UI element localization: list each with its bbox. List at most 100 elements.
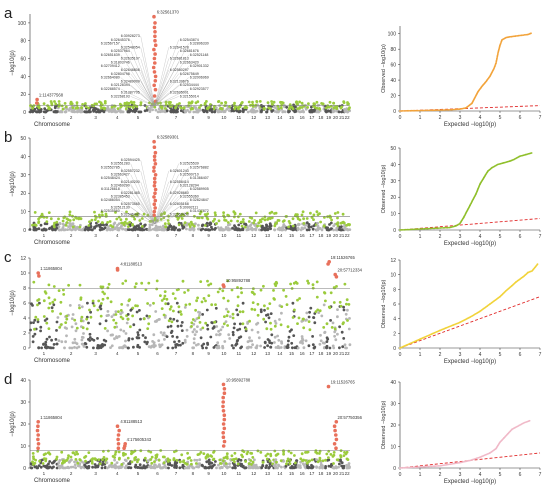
qq-y-tick-label: 30: [390, 402, 396, 408]
snp-point-suggestive: [202, 452, 206, 455]
snp-point-suggestive: [332, 451, 336, 454]
snp-point-suggestive: [247, 100, 251, 104]
snp-point: [346, 228, 350, 232]
snp-point: [263, 308, 266, 312]
snp-point: [101, 343, 104, 346]
snp-point-suggestive: [132, 101, 136, 104]
snp-point: [348, 317, 351, 320]
snp-point-suggestive: [147, 449, 151, 453]
chromosome-points: [199, 100, 218, 114]
snp-point-suggestive: [341, 322, 345, 326]
snp-point-suggestive: [306, 450, 310, 454]
snp-point: [59, 110, 62, 114]
snp-point: [57, 466, 61, 470]
annotation-leader: [154, 92, 169, 107]
x-tick-label: 20: [333, 233, 339, 238]
qq-x-tick-label: 5: [499, 472, 502, 478]
snp-point: [91, 465, 94, 469]
snp-point-suggestive: [288, 462, 292, 465]
qq-point: [400, 467, 403, 469]
chromosome-points: [315, 100, 327, 114]
x-tick-label: 2: [70, 233, 73, 238]
snp-point: [246, 110, 250, 114]
snp-point-suggestive: [67, 283, 70, 287]
snp-point-suggestive: [266, 307, 270, 310]
snp-point: [238, 327, 242, 331]
y-tick-label: 60: [20, 57, 26, 63]
snp-point-suggestive: [63, 215, 67, 219]
snp-point-suggestive: [247, 220, 251, 223]
snp-point: [192, 337, 196, 341]
snp-point-suggestive: [109, 224, 113, 227]
qq-x-tick-label: 6: [519, 234, 522, 240]
snp-point: [98, 228, 102, 232]
qq-x-tick-label: 7: [539, 234, 542, 240]
panel-label: b: [4, 129, 12, 146]
snp-point: [60, 340, 64, 344]
snp-point: [124, 339, 127, 343]
snp-point: [298, 341, 302, 344]
snp-point-suggestive: [249, 459, 253, 462]
snp-point-suggestive: [200, 300, 204, 304]
snp-point: [205, 109, 209, 113]
snp-point: [52, 303, 56, 307]
snp-point-suggestive: [294, 461, 297, 465]
annotation-label: 6:32558414: [170, 180, 189, 184]
snp-point: [172, 110, 175, 114]
snp-point-suggestive: [251, 460, 255, 464]
snp-point-suggestive: [120, 463, 124, 466]
peak-point: [117, 428, 121, 433]
snp-point-suggestive: [59, 312, 62, 316]
x-tick-label: 21: [339, 471, 345, 476]
snp-point-suggestive: [54, 102, 58, 106]
y-axis-label: −log10(p): [10, 50, 16, 76]
y-tick-label: 20: [20, 422, 26, 428]
snp-point: [266, 313, 270, 316]
snp-point: [233, 463, 236, 467]
snp-point: [234, 226, 238, 229]
snp-point: [251, 228, 254, 232]
snp-point-suggestive: [199, 280, 203, 283]
snp-point-suggestive: [310, 458, 314, 462]
qq-x-tick-label: 5: [499, 115, 502, 121]
snp-point-suggestive: [339, 304, 343, 308]
snp-point: [129, 308, 133, 312]
annotation-leader: [154, 88, 189, 107]
snp-point-suggestive: [312, 104, 315, 108]
snp-point-suggestive: [190, 100, 194, 104]
chromosome-points: [324, 449, 334, 470]
peak-point: [221, 431, 225, 435]
annotation-leader: [120, 77, 155, 107]
annotation-label: 6:32824847: [190, 198, 209, 202]
snp-point: [134, 463, 138, 467]
snp-point-suggestive: [90, 461, 94, 465]
x-axis-label: Chromosome: [34, 478, 71, 484]
snp-point: [333, 334, 336, 338]
snp-point: [265, 223, 268, 227]
snp-point-suggestive: [259, 288, 263, 292]
qq-point: [436, 227, 439, 230]
annotation-label: 6:32128294: [180, 184, 199, 188]
qq-x-tick-label: 2: [439, 352, 442, 358]
snp-point-suggestive: [291, 316, 295, 319]
snp-point: [249, 345, 253, 349]
snp-point: [197, 342, 200, 346]
snp-point: [152, 333, 156, 337]
x-tick-label: 5: [137, 233, 140, 238]
snp-point: [127, 109, 131, 113]
snp-point-suggestive: [37, 220, 41, 224]
peak-point: [152, 169, 156, 173]
snp-point-suggestive: [241, 455, 245, 459]
peak-point: [153, 150, 158, 155]
snp-point-suggestive: [179, 313, 183, 316]
peak-point: [152, 184, 157, 188]
snp-point-suggestive: [80, 315, 84, 319]
snp-point-suggestive: [87, 106, 90, 110]
annotation-leader: [154, 54, 189, 107]
snp-point: [48, 460, 52, 463]
annotation-label: 6:32548054: [121, 45, 140, 49]
qq-y-tick-label: 80: [390, 47, 396, 53]
snp-point: [112, 108, 115, 112]
chromosome-points: [342, 221, 352, 232]
qq-point: [433, 465, 436, 468]
